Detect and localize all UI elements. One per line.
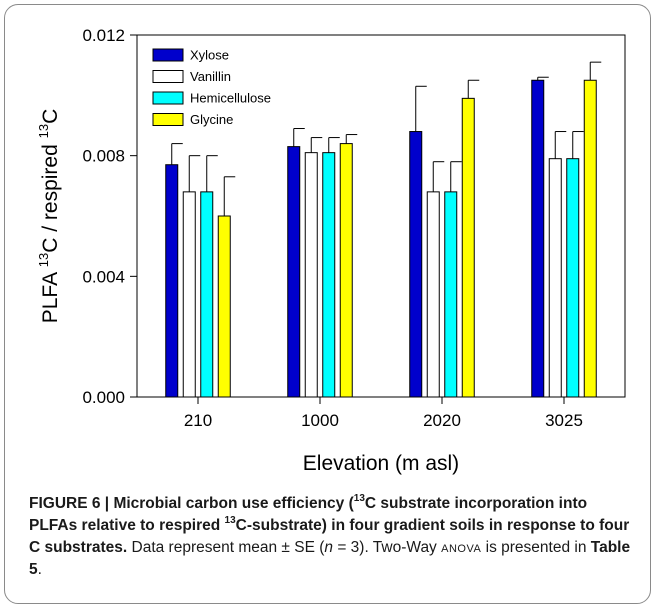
caption-title-2: C substrate incorporation into PLFAs rel… [29,495,588,534]
legend-label: Xylose [190,48,229,63]
caption-table-ref[interactable]: Table 5 [29,539,631,578]
bar [444,191,458,398]
bar [322,152,336,398]
y-tick-label: 0.000 [82,388,125,407]
caption-body-3: is presented in [481,539,591,556]
legend-label: Glycine [190,112,233,127]
caption-title-3: C-substrate) in four gradient soils in r… [29,517,630,556]
legend: Xylose Vanillin Hemicellulose Glycine [152,48,271,127]
bars-group [165,79,597,398]
caption-body-2: = 3). Two-Way [333,539,442,556]
legend-label: Vanillin [190,69,231,84]
legend-swatch [152,70,184,83]
y-axis-title-superscript: 13 [36,253,51,267]
bar [531,79,545,398]
bar [165,164,179,398]
legend-swatch [152,113,184,126]
bar [426,191,440,398]
bar [339,143,353,398]
caption-title-1: Microbial carbon use efficiency ( [113,495,354,512]
caption-body-4: . [37,561,42,578]
x-tick-label: 210 [184,411,212,430]
y-axis-title-part: PLFA [39,267,62,323]
bar-chart: 0.000 0.004 0.008 0.012 210 1000 2020 3025 Xylo… [36,26,626,475]
caption-anova: anova [441,539,482,556]
plot-frame [136,34,626,398]
y-axis-title: PLFA 13C / respired 13C [36,109,62,324]
y-tick-label: 0.012 [82,26,125,45]
legend-swatch [152,48,184,62]
caption-sup-1: 13 [353,492,365,504]
bar [409,131,423,398]
error-bars-group [171,61,602,216]
bar [304,152,318,398]
axes-group: 0.000 0.004 0.008 0.012 210 1000 2020 3025 [82,26,583,430]
caption-sup-2: 13 [224,514,236,526]
legend-label: Hemicellulose [190,91,271,106]
y-axis-title-part: C [39,109,62,124]
caption-n-variable: n [324,539,334,556]
y-axis-title-part: C / respired [39,138,62,252]
legend-swatch [152,91,184,105]
x-axis-title: Elevation (m asl) [303,452,459,475]
figure-panel: 0.000 0.004 0.008 0.012 210 1000 2020 3025 Xylo… [4,4,651,604]
x-tick-label: 1000 [301,411,339,430]
caption-figure-label: FIGURE 6 | [29,495,114,512]
bar [461,97,475,398]
figure-caption: FIGURE 6 | Microbial carbon use efficien… [29,493,639,581]
x-tick-label: 3025 [545,411,583,430]
plot-area [136,34,626,398]
bar [566,158,580,398]
y-axis-title-superscript: 13 [36,124,51,138]
bar [548,158,562,398]
y-tick-label: 0.008 [82,147,125,166]
bar [182,191,196,398]
x-tick-label: 2020 [423,411,461,430]
y-tick-label: 0.004 [82,267,125,286]
bar [287,146,301,398]
bar [217,215,231,398]
bar [200,191,214,398]
bar [583,79,597,398]
caption-body-1: Data represent mean ± SE ( [127,539,325,556]
